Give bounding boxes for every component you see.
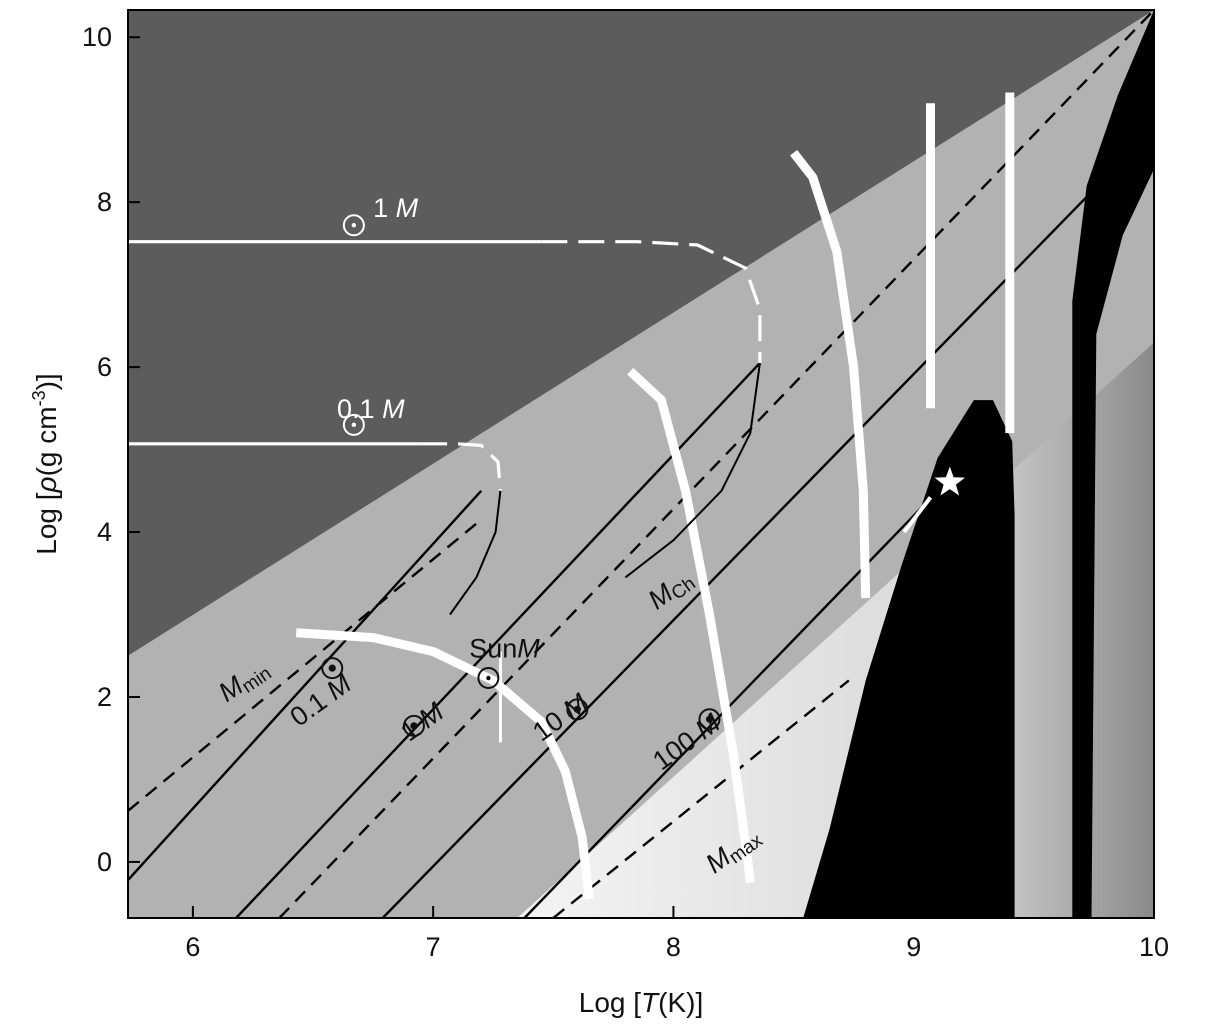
x-axis-label: Log [T(K)]	[579, 987, 704, 1018]
region-3	[803, 400, 1015, 918]
sun-symbol-icon	[342, 214, 365, 237]
y-tick-label: 8	[97, 187, 112, 217]
y-axis-label: Log [ρ(g cm-3)]	[29, 373, 62, 554]
x-tick-label: 6	[185, 932, 200, 962]
mass-line-1	[128, 489, 483, 881]
track-1-descent	[449, 490, 502, 616]
white-curve-2	[790, 149, 871, 599]
sun-symbol-dot	[328, 664, 336, 672]
mass-line-3	[278, 10, 1154, 918]
mass-line-6	[552, 679, 850, 918]
sun-symbol-dot	[410, 722, 418, 730]
y-tick-label: 10	[82, 22, 112, 52]
sun-symbol-icon	[698, 708, 721, 731]
sun-symbol-icon	[321, 657, 344, 680]
x-tick-label: 8	[666, 932, 681, 962]
plot-frame	[127, 9, 1155, 919]
y-tick-label: 4	[97, 517, 112, 547]
sun-symbol-dot	[705, 715, 714, 723]
mass-line-4	[381, 127, 1154, 918]
sun-symbol-icon	[477, 667, 500, 690]
annotation-label: 1 M	[373, 193, 419, 223]
region-4	[1072, 10, 1154, 918]
x-tick-label: 7	[426, 932, 441, 962]
sun-symbol-icon	[342, 413, 365, 436]
y-tick-label: 0	[97, 847, 112, 877]
sun-symbol-dot	[486, 675, 491, 681]
track-1-dashed	[421, 442, 502, 491]
star-marker	[934, 466, 965, 496]
x-tick-label: 9	[906, 932, 921, 962]
y-tick-label: 6	[97, 352, 112, 382]
mass-line-0	[128, 518, 482, 812]
white-curve-1	[627, 367, 755, 884]
track-0-descent	[624, 362, 761, 579]
y-tick-label: 2	[97, 682, 112, 712]
white-curve-0	[295, 628, 594, 900]
annotation-label: 0.1 M	[337, 394, 405, 424]
annotation-label: SunM	[469, 633, 540, 663]
sun-symbol-dot	[573, 705, 581, 713]
sun-symbol-dot	[351, 223, 357, 228]
white-segment-0	[902, 496, 933, 534]
sun-symbol-icon	[402, 714, 425, 737]
x-tick-label: 10	[1139, 932, 1169, 962]
sun-symbol-dot	[351, 422, 357, 428]
track-0-dashed	[541, 240, 762, 363]
sun-symbol-icon	[566, 698, 589, 721]
